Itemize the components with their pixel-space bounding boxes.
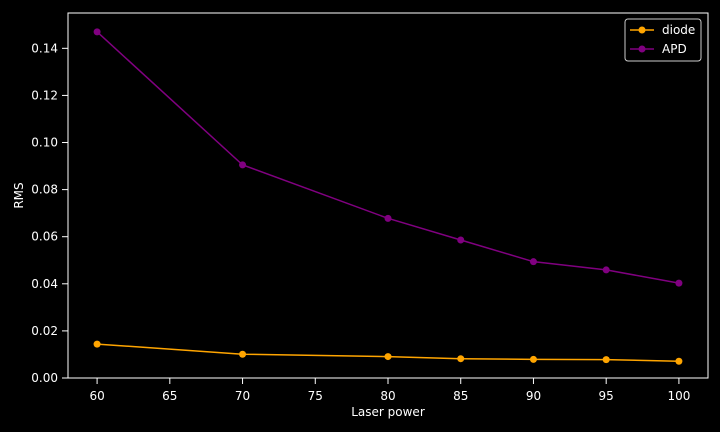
data-point bbox=[239, 350, 247, 358]
data-point bbox=[384, 353, 392, 361]
x-tick-label: 75 bbox=[308, 389, 323, 403]
y-tick-label: 0.06 bbox=[31, 230, 58, 244]
y-tick-label: 0.10 bbox=[31, 136, 58, 150]
x-tick-label: 65 bbox=[162, 389, 177, 403]
x-tick-label: 70 bbox=[235, 389, 250, 403]
legend-item: diode bbox=[630, 23, 695, 37]
legend-label: APD bbox=[662, 42, 687, 56]
x-tick-label: 85 bbox=[453, 389, 468, 403]
data-point bbox=[602, 266, 610, 274]
y-axis-label: RMS bbox=[12, 182, 26, 208]
legend-swatch-marker bbox=[638, 26, 646, 34]
data-point bbox=[239, 161, 247, 169]
data-point bbox=[457, 236, 465, 244]
data-point bbox=[93, 340, 101, 348]
x-tick-label: 100 bbox=[667, 389, 690, 403]
axes-layer: 60 65 70 75 80 85 90 95 100 0.00 0.02 0.04 0.06 0.08 0… bbox=[31, 41, 690, 403]
data-point bbox=[457, 355, 465, 363]
series-diode bbox=[93, 340, 683, 365]
x-tick-label: 60 bbox=[89, 389, 104, 403]
y-tick-label: 0.12 bbox=[31, 88, 58, 102]
series-layer bbox=[93, 28, 683, 365]
data-point bbox=[529, 355, 537, 363]
legend: diode APD bbox=[624, 18, 702, 62]
y-tick-label: 0.02 bbox=[31, 324, 58, 338]
data-point bbox=[675, 279, 683, 287]
x-axis-label: Laser power bbox=[351, 405, 425, 419]
data-point bbox=[384, 214, 392, 222]
x-tick-label: 80 bbox=[380, 389, 395, 403]
data-point bbox=[529, 258, 537, 266]
data-point bbox=[93, 28, 101, 36]
series-apd bbox=[93, 28, 683, 287]
legend-item: APD bbox=[630, 42, 687, 56]
data-point bbox=[602, 356, 610, 364]
legend-label: diode bbox=[662, 23, 695, 37]
y-tick-label: 0.04 bbox=[31, 277, 58, 291]
data-point bbox=[675, 357, 683, 365]
y-tick-label: 0.08 bbox=[31, 183, 58, 197]
legend-swatch-marker bbox=[638, 45, 646, 53]
x-tick-label: 95 bbox=[599, 389, 614, 403]
x-tick-label: 90 bbox=[526, 389, 541, 403]
y-tick-label: 0.14 bbox=[31, 41, 58, 55]
y-tick-label: 0.00 bbox=[31, 371, 58, 385]
